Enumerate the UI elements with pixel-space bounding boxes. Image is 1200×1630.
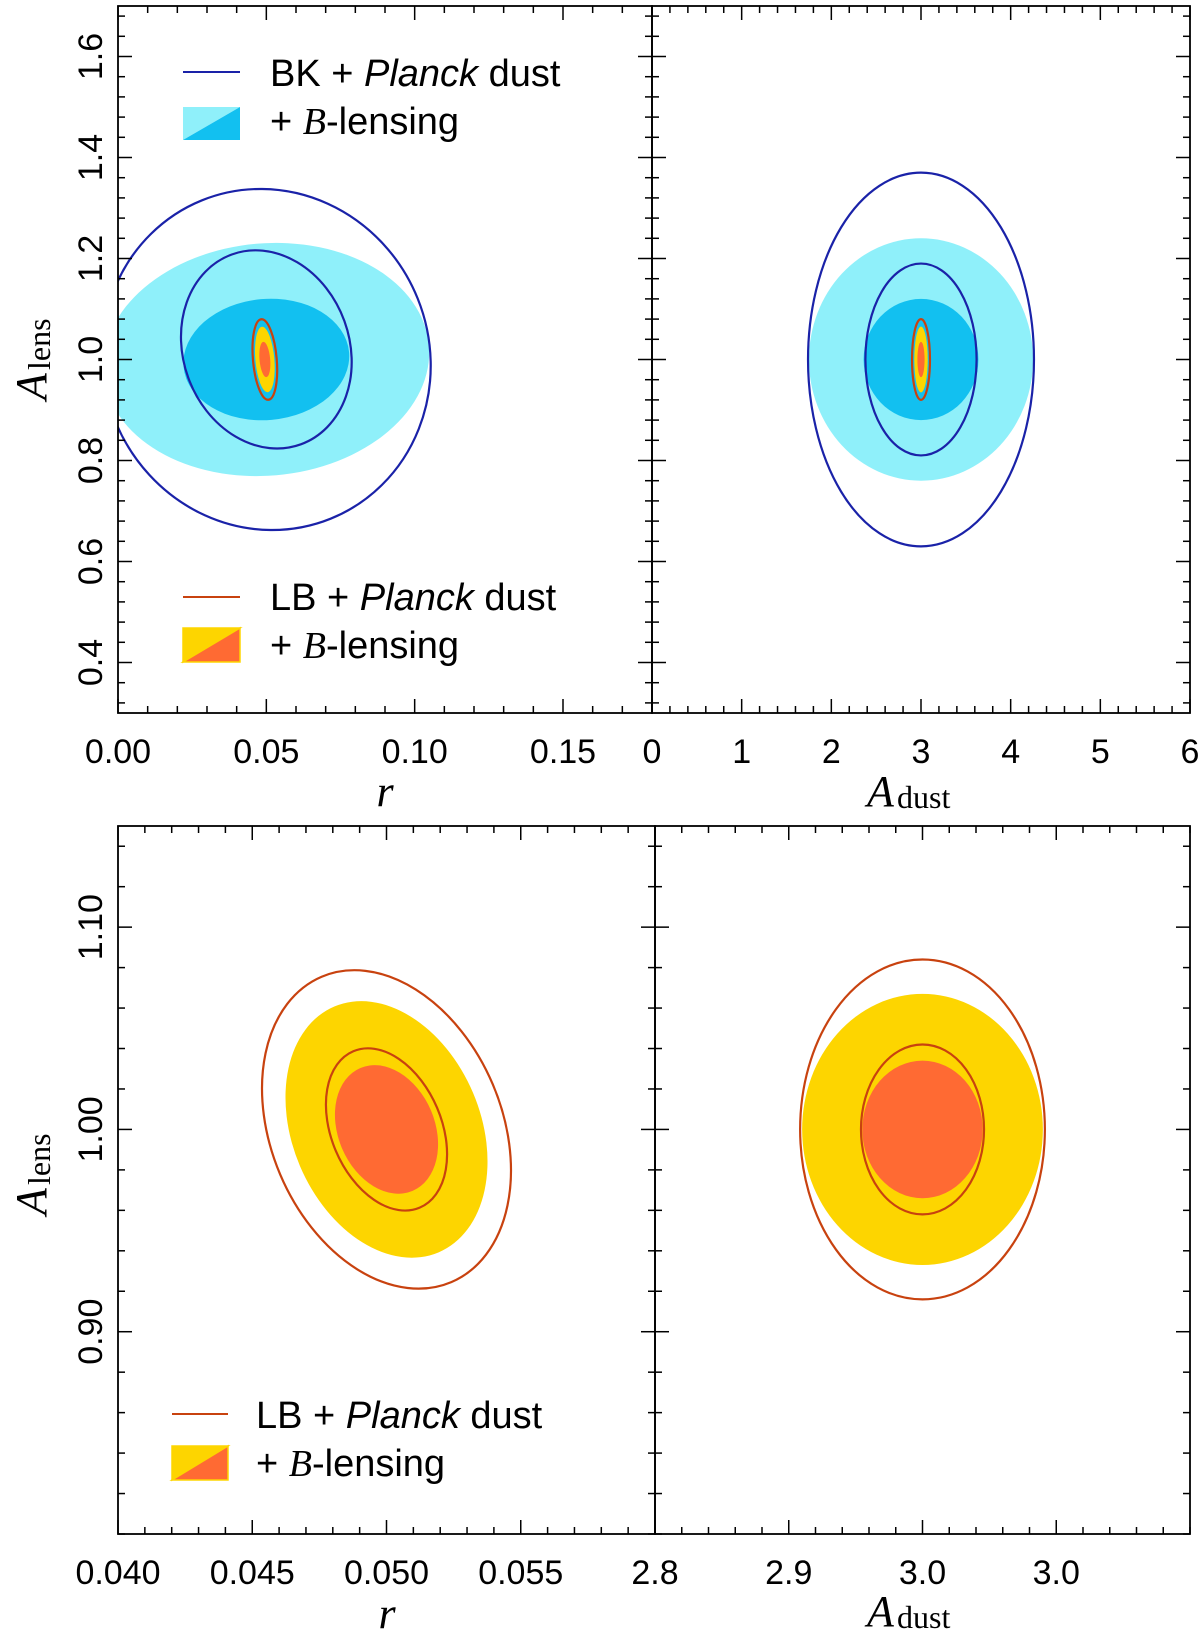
x-tick-label: 0.00: [85, 733, 151, 771]
frame-bottom-right: [654, 825, 1191, 1535]
contour-line-top-left-6: [251, 318, 279, 401]
y-tick-label: 1.6: [72, 33, 110, 80]
y-tick-label: 1.0: [72, 336, 110, 383]
ticks: 0.00 0.05 0.10 0.15 0.4 0.6 0.8 1.0 1.2 1.4 1.6 0 1 2…: [72, 6, 1199, 1592]
svg-text:A: A: [864, 1587, 895, 1630]
contour-fill-bottom-left-1: [334, 1065, 439, 1194]
legend-bk: BK + Planck dust + B-lensing: [183, 53, 561, 143]
x-tick-label: 0.045: [210, 1554, 295, 1592]
x-axis-label-bottom-right: A dust: [864, 1587, 950, 1630]
x-tick-label: 0.055: [478, 1554, 563, 1592]
contour-line-bottom-right-2: [799, 958, 1046, 1301]
contour-line-top-right-4: [806, 171, 1036, 548]
y-tick-label: 1.2: [72, 235, 110, 282]
x-tick-label: 6: [1181, 733, 1200, 771]
x-tick-label: 2.8: [631, 1554, 678, 1592]
contour-fill-top-right-3: [917, 341, 925, 378]
x-tick-label: 0.050: [344, 1554, 429, 1592]
legend-lb-bottom-fill-label: + B-lensing: [256, 1443, 445, 1485]
x-axis-label-bottom-left: r: [378, 1589, 396, 1630]
svg-text:A: A: [864, 767, 895, 816]
x-tick-label: 3.0: [899, 1554, 946, 1592]
contour-line-top-right-6: [910, 318, 932, 402]
legend-lb-top-fill-swatch: [180, 626, 243, 664]
frame-top-right: [651, 5, 1191, 714]
x-tick-label: 3.0: [1033, 1554, 1080, 1592]
x-axis-label-top-right: A dust: [864, 767, 950, 816]
contour-line-top-right-5: [864, 262, 978, 457]
legend-lb-top-fill-label: + B-lensing: [270, 625, 459, 667]
legend-lb-top: LB + Planck dust + B-lensing: [180, 577, 557, 667]
contour-line-bottom-right-3: [859, 1043, 986, 1216]
y-axis-label-bottom: A lens: [7, 1133, 57, 1218]
contour-fill-bottom-right-1: [862, 1060, 983, 1199]
contour-fill-top-left-3: [259, 341, 271, 378]
x-tick-label: 2.9: [765, 1554, 812, 1592]
y-tick-label: 1.00: [72, 1096, 110, 1162]
x-tick-label: 0.15: [530, 733, 596, 771]
svg-text:lens: lens: [21, 1133, 57, 1185]
panel-top-right: [806, 171, 1036, 548]
svg-text:dust: dust: [897, 779, 950, 815]
legend-lb-bottom: LB + Planck dust + B-lensing: [169, 1395, 543, 1485]
x-tick-label: 0.040: [75, 1554, 160, 1592]
svg-text:A: A: [7, 1187, 56, 1218]
y-tick-label: 0.6: [72, 538, 110, 585]
svg-text:dust: dust: [897, 1599, 950, 1630]
x-tick-label: 2: [822, 733, 841, 771]
y-tick-label: 0.4: [72, 639, 110, 686]
svg-text:A: A: [7, 372, 56, 403]
svg-text:lens: lens: [21, 318, 57, 370]
y-tick-label: 0.8: [72, 437, 110, 484]
x-tick-label: 1: [732, 733, 751, 771]
legend-bk-fill-swatch: [183, 107, 240, 140]
panel-bottom-right: [799, 958, 1046, 1301]
panel-bottom-left: [260, 969, 513, 1290]
y-tick-label: 1.4: [72, 134, 110, 181]
x-tick-label: 0.10: [382, 733, 448, 771]
legend-lb-top-line-label: LB + Planck dust: [270, 577, 557, 619]
legend-lb-bottom-line-label: LB + Planck dust: [256, 1395, 543, 1437]
y-axis-label-top: A lens: [7, 318, 57, 403]
x-tick-label: 3: [912, 733, 931, 771]
x-tick-label: 4: [1001, 733, 1020, 771]
x-tick-label: 0: [643, 733, 662, 771]
contour-line-top-left-5: [179, 249, 353, 450]
legend-lb-bottom-fill-swatch: [169, 1444, 231, 1482]
legend-bk-fill-label: + B-lensing: [270, 101, 459, 143]
x-axis-label-top-left: r: [376, 767, 394, 816]
legend-bk-line-label: BK + Planck dust: [270, 53, 561, 95]
x-tick-label: 0.05: [233, 733, 299, 771]
panel-top-left: [118, 187, 432, 532]
y-tick-label: 1.10: [72, 894, 110, 960]
x-tick-label: 5: [1091, 733, 1110, 771]
contour-line-top-left-4: [118, 187, 432, 532]
y-tick-label: 0.90: [72, 1299, 110, 1365]
contour-line-bottom-left-3: [324, 1047, 449, 1212]
contour-line-bottom-left-2: [260, 969, 513, 1290]
